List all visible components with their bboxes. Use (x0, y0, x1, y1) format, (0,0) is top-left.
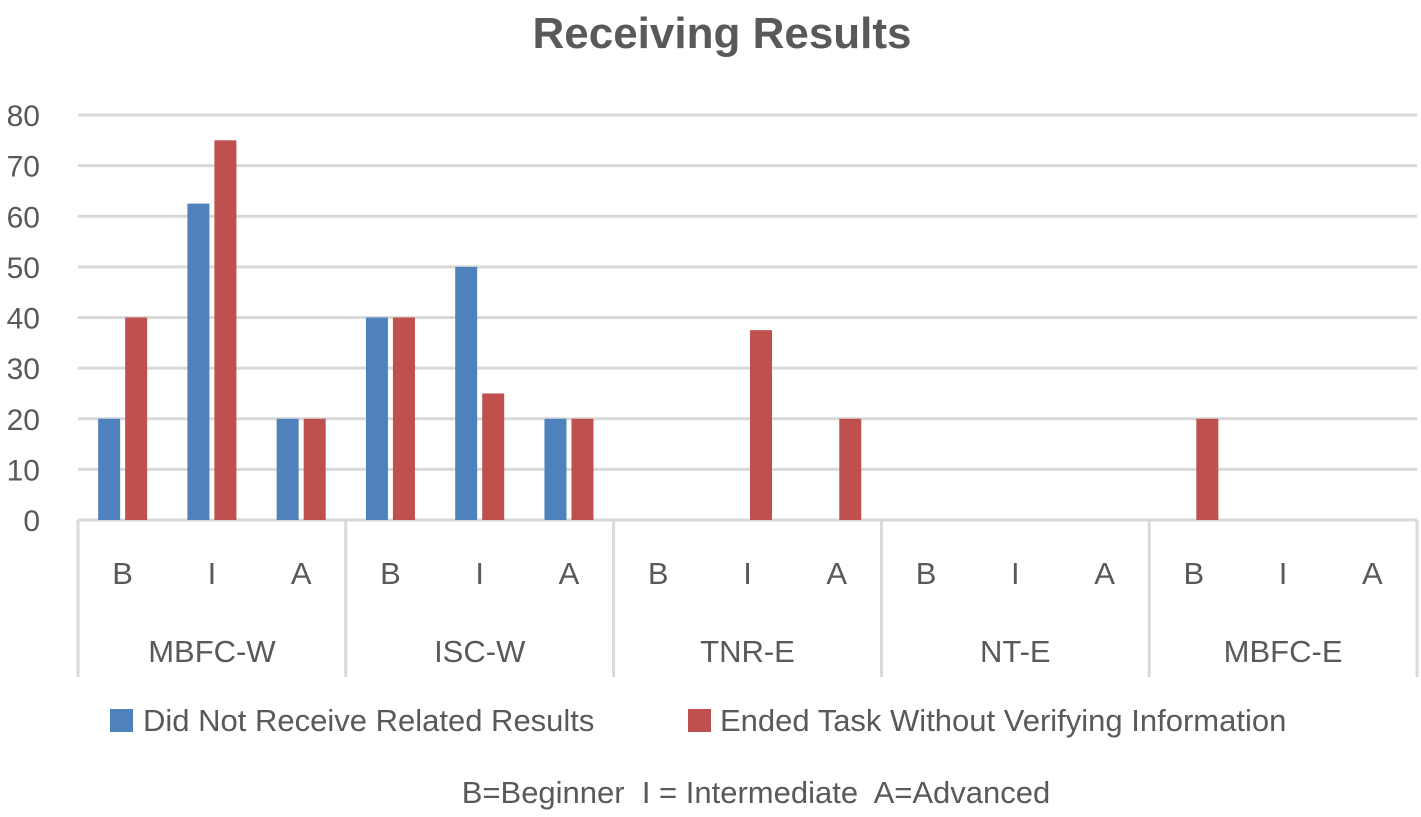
y-tick-label: 30 (7, 353, 40, 386)
gridlines (78, 113, 1417, 522)
legend-swatch (688, 709, 711, 732)
y-tick-label: 80 (7, 100, 40, 133)
level-key-note: B=Beginner I = Intermediate A=Advanced (462, 775, 1051, 810)
chart-title: Receiving Results (532, 9, 911, 58)
bar (187, 203, 210, 520)
legend-swatch (110, 709, 133, 732)
y-tick-label: 40 (7, 303, 40, 336)
legend-label: Ended Task Without Verifying Information (720, 703, 1286, 738)
y-tick-label: 70 (7, 151, 40, 184)
x-level-label: A (826, 556, 847, 591)
bar (750, 330, 772, 520)
bar (571, 418, 594, 520)
x-group-label: MBFC-W (148, 634, 276, 669)
y-tick-label: 50 (7, 252, 40, 285)
bar (303, 418, 326, 520)
x-level-label: I (475, 556, 484, 591)
x-group-label: NT-E (980, 634, 1051, 669)
bar (125, 317, 148, 520)
x-level-label: B (648, 556, 669, 591)
bar (98, 418, 121, 520)
x-level-label: B (380, 556, 401, 591)
x-group-label: MBFC-E (1224, 634, 1343, 669)
bar (365, 317, 388, 520)
bar (544, 418, 567, 520)
bar (839, 418, 862, 520)
x-level-label: B (1183, 556, 1204, 591)
bar (214, 140, 237, 520)
x-level-label: I (208, 556, 217, 591)
x-level-label: I (1011, 556, 1020, 591)
x-level-label: I (743, 556, 752, 591)
bar (276, 418, 299, 520)
legend-label: Did Not Receive Related Results (143, 703, 594, 738)
x-group-label: ISC-W (434, 634, 526, 669)
legend: Did Not Receive Related Results Ended Tas… (110, 703, 1286, 738)
bar (392, 317, 415, 520)
bar (482, 393, 505, 520)
x-level-label: A (1094, 556, 1115, 591)
x-level-label: A (559, 556, 580, 591)
x-level-label: A (1362, 556, 1383, 591)
bar (455, 266, 478, 520)
y-tick-label: 10 (7, 454, 40, 487)
y-tick-label: 0 (23, 505, 40, 538)
x-level-label: B (916, 556, 937, 591)
x-level-label: B (112, 556, 133, 591)
x-level-label: A (291, 556, 312, 591)
bar (1196, 418, 1219, 520)
x-level-label: I (1279, 556, 1288, 591)
y-tick-label: 20 (7, 404, 40, 437)
x-group-label: TNR-E (700, 634, 795, 669)
y-tick-label: 60 (7, 201, 40, 234)
bars (98, 140, 1219, 520)
x-axis: B I A MBFC-W B I A ISC-W B I A TNR-E B I A NT-E B I A MBFC-… (76, 520, 1419, 677)
y-axis-ticks: 0 10 20 30 40 50 60 70 80 (7, 100, 40, 538)
